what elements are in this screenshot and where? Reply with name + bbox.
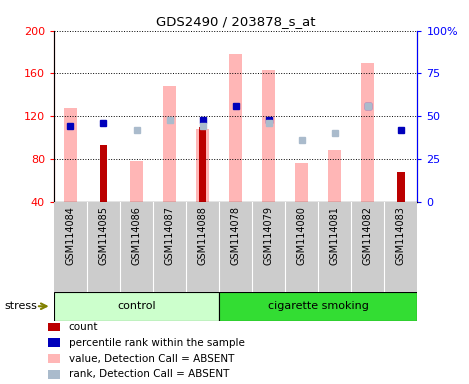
Text: GSM114085: GSM114085 [98,206,108,265]
Bar [361,63,374,202]
Text: GSM114087: GSM114087 [165,206,174,265]
Bar [130,161,143,202]
Bar [229,54,242,202]
Bar [196,129,209,202]
Bar [328,151,341,202]
Text: control: control [117,301,156,311]
Bar [100,145,107,202]
Text: GSM114078: GSM114078 [231,206,241,265]
Bar [48,323,60,331]
Text: GSM114088: GSM114088 [197,206,208,265]
Text: stress: stress [5,301,38,311]
Bar [48,338,60,347]
Bar [48,370,60,379]
Text: GSM114079: GSM114079 [264,206,274,265]
Text: GSM114082: GSM114082 [363,206,373,265]
Text: GSM114084: GSM114084 [66,206,76,265]
Text: GSM114083: GSM114083 [396,206,406,265]
Bar [262,70,275,202]
Text: GSM114081: GSM114081 [330,206,340,265]
Bar [163,86,176,202]
Text: value, Detection Call = ABSENT: value, Detection Call = ABSENT [69,354,234,364]
Bar [64,108,77,202]
Bar [54,292,219,321]
Text: GSM114080: GSM114080 [297,206,307,265]
Bar [219,292,417,321]
Text: rank, Detection Call = ABSENT: rank, Detection Call = ABSENT [69,369,229,379]
Bar [48,354,60,363]
Text: GSM114086: GSM114086 [131,206,142,265]
Title: GDS2490 / 203878_s_at: GDS2490 / 203878_s_at [156,15,316,28]
Text: cigarette smoking: cigarette smoking [268,301,369,311]
Bar [199,127,206,202]
Text: count: count [69,322,98,332]
Bar [397,172,405,202]
Text: percentile rank within the sample: percentile rank within the sample [69,338,245,348]
Bar [295,163,309,202]
